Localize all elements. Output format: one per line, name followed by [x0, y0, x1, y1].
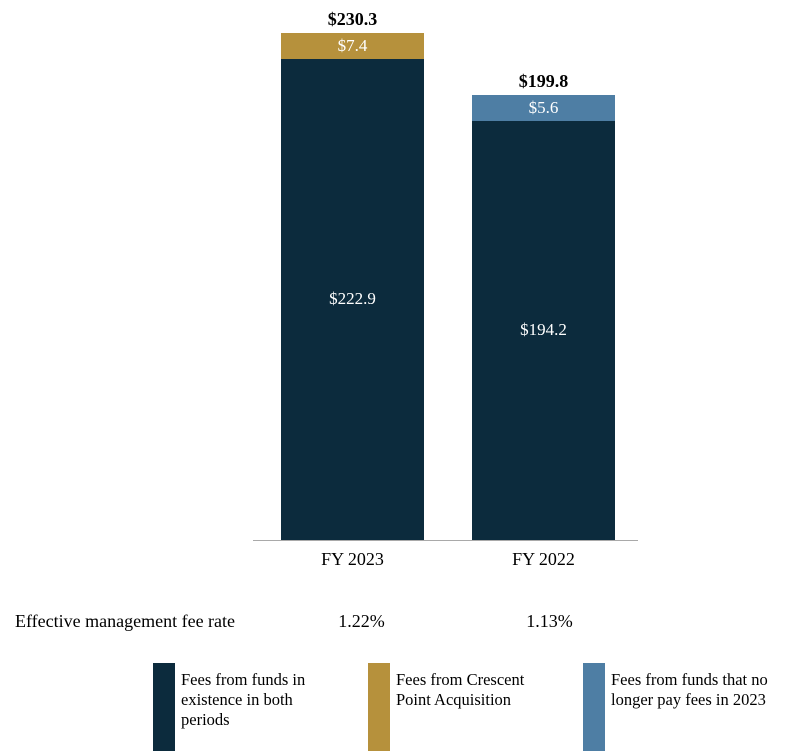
bar-fy2022: $199.8 $5.6 $194.2 [472, 70, 615, 540]
legend-item-no-longer-pay: Fees from funds that no longer pay fees … [583, 663, 783, 751]
x-tick-fy2022: FY 2022 [512, 549, 575, 569]
legend-swatch-crescent-point [368, 663, 390, 751]
legend-label-no-longer-pay: Fees from funds that no longer pay fees … [611, 670, 768, 709]
plot-area: $230.3 $7.4 $222.9 $199.8 $5.6 $194.2 [253, 8, 638, 541]
bar-segment: $5.6 [472, 94, 615, 121]
bar-segment-value: $222.9 [329, 289, 376, 309]
legend-label-crescent-point: Fees from Crescent Point Acquisition [396, 670, 525, 709]
bar-segment: $7.4 [281, 32, 424, 59]
bar-total-label-fy2022: $199.8 [518, 70, 569, 91]
legend-label-existing-funds: Fees from funds in existence in both per… [181, 670, 306, 729]
legend-swatch-no-longer-pay [583, 663, 605, 751]
fee-rate-row-label: Effective management fee rate [15, 611, 236, 631]
bar-fy2023: $230.3 $7.4 $222.9 [281, 8, 424, 540]
bar-segment: $222.9 [281, 58, 424, 540]
fee-rate-value-fy2022: 1.13% [526, 611, 573, 631]
bar-segment-value: $5.6 [528, 97, 559, 117]
x-axis-line [253, 540, 638, 541]
bar-total-label-fy2023: $230.3 [327, 8, 378, 29]
bar-segment-value: $7.4 [337, 35, 368, 55]
bar-segment: $194.2 [472, 120, 615, 540]
legend-item-crescent-point: Fees from Crescent Point Acquisition [368, 663, 556, 751]
legend: Fees from funds in existence in both per… [0, 663, 787, 753]
bar-segments-fy2022: $5.6 $194.2 [472, 94, 615, 540]
fee-rate-value-fy2023: 1.22% [338, 611, 385, 631]
legend-item-existing-funds: Fees from funds in existence in both per… [153, 663, 331, 751]
x-tick-fy2023: FY 2023 [321, 549, 384, 569]
legend-swatch-existing-funds [153, 663, 175, 751]
bar-segments-fy2023: $7.4 $222.9 [281, 32, 424, 540]
bar-segment-value: $194.2 [520, 320, 567, 340]
